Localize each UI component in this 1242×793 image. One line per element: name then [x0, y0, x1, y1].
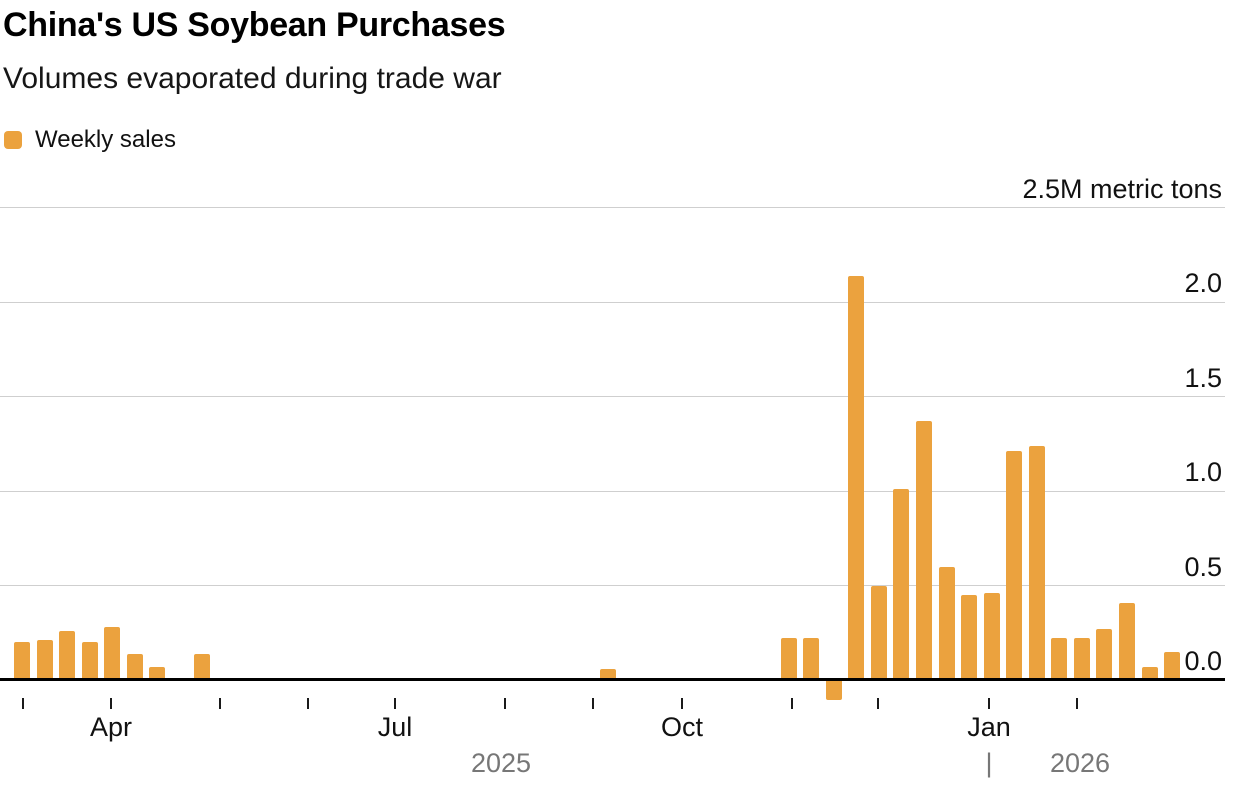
bar [81, 642, 98, 681]
x-axis-tick [592, 698, 594, 709]
y-axis-label: 0.0 [1184, 646, 1222, 676]
x-axis-tick [504, 698, 506, 709]
y-axis-label: 1.5 [1184, 362, 1222, 393]
x-axis-tick [988, 698, 990, 709]
x-axis-tick [877, 698, 879, 709]
year-divider: | [985, 748, 993, 778]
bar [1164, 651, 1181, 681]
gridline [0, 490, 1225, 492]
x-axis-tick [110, 698, 112, 709]
bar [938, 566, 955, 681]
bar [126, 653, 143, 681]
bar [1096, 628, 1113, 681]
bar [1006, 451, 1023, 681]
x-axis-tick [681, 698, 683, 709]
gridline [0, 585, 1225, 586]
month-label: Jan [967, 712, 1011, 742]
gridline [0, 396, 1225, 397]
y-axis-label: 0.5 [1184, 551, 1222, 582]
bar [1073, 638, 1090, 681]
gridline [0, 301, 1225, 303]
x-axis-tick [307, 698, 309, 709]
x-axis-tick [22, 698, 24, 709]
y-axis-label: 2.0 [1184, 268, 1222, 298]
y-axis-label: 1.0 [1184, 457, 1222, 487]
bar [149, 666, 166, 681]
bar [916, 421, 932, 681]
bar [104, 627, 121, 681]
bar [1051, 638, 1068, 681]
legend: Weekly sales [4, 126, 176, 154]
bar [803, 638, 820, 681]
bar [848, 275, 865, 681]
legend-swatch-icon [4, 131, 22, 149]
legend-label: Weekly sales [35, 126, 176, 153]
year-label: 2026 [1049, 748, 1111, 778]
month-label: Jul [377, 712, 413, 742]
bar [600, 668, 617, 681]
bar [14, 642, 30, 681]
bar [194, 653, 211, 681]
chart-title: China's US Soybean Purchases [3, 6, 506, 44]
bar [825, 680, 842, 700]
x-axis-line [0, 678, 1225, 681]
y-axis-label: 2.5M metric tons [1022, 173, 1222, 204]
x-axis-tick [394, 698, 396, 709]
x-axis-tick [791, 698, 793, 709]
bar [1118, 602, 1135, 681]
chart-subtitle: Volumes evaporated during trade war [3, 62, 502, 95]
bar [961, 594, 978, 681]
bar [36, 640, 53, 681]
bar [893, 489, 910, 681]
bar [1141, 666, 1158, 681]
gridline [0, 207, 1225, 208]
x-axis-tick [1076, 698, 1078, 709]
month-label: Apr [89, 712, 133, 742]
bar [1028, 445, 1045, 681]
month-label: Oct [660, 712, 703, 742]
bar [983, 593, 1000, 681]
year-label: 2025 [470, 748, 532, 778]
bar [780, 638, 797, 681]
bar [870, 585, 887, 681]
bar [59, 630, 76, 681]
x-axis-tick [219, 698, 221, 709]
